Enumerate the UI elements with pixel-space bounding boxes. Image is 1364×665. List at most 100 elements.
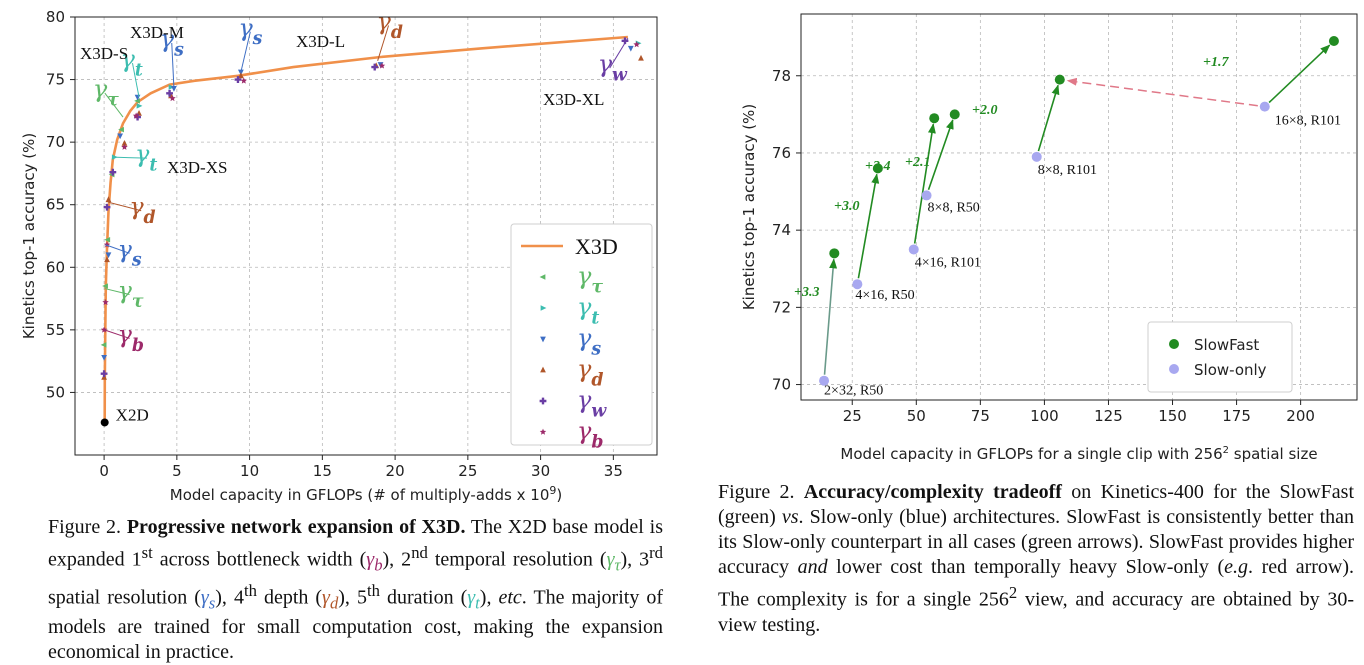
gain-arrow	[1037, 84, 1060, 152]
tick-label-x: 150	[1158, 407, 1187, 425]
annotation-t: γt	[135, 140, 157, 175]
legend-box	[1147, 321, 1293, 393]
data-point-b	[121, 143, 128, 150]
legend-label-t: γt	[577, 293, 599, 328]
data-point-b	[100, 326, 108, 333]
legend-label: SlowFast	[1194, 336, 1259, 354]
legend-marker-t	[540, 305, 547, 311]
gain-arrow	[927, 119, 954, 191]
tick-label-y: 72	[772, 298, 791, 316]
config-label: 4×16, R101	[915, 255, 981, 270]
tick-label-y: 74	[772, 221, 791, 239]
config-label: 8×8, R50	[928, 200, 980, 215]
data-point-d	[638, 54, 644, 61]
annotation-leader	[377, 25, 390, 61]
gain-label: +1.7	[1203, 55, 1229, 70]
data-point-s	[627, 45, 634, 52]
gain-label: +3.4	[865, 159, 890, 174]
config-label: 8×8, R101	[1038, 163, 1097, 178]
annotation-leader	[609, 38, 629, 69]
legend-marker-d	[540, 366, 546, 373]
y-axis-label: Kinetics top-1 accuracy (%)	[20, 133, 38, 339]
data-point-b	[633, 41, 640, 48]
slowfast-point	[949, 109, 960, 120]
slowonly-point	[921, 190, 932, 201]
model-label: X3D-S	[80, 44, 128, 63]
legend-marker	[1169, 364, 1179, 374]
data-point-d	[104, 256, 110, 263]
config-label: 4×16, R50	[855, 288, 914, 303]
gain-label: +3.0	[834, 199, 859, 214]
gain-arrow	[913, 123, 936, 244]
x2d-label: X2D	[116, 405, 149, 424]
data-point-w	[109, 168, 117, 176]
tick-label-y: 55	[46, 321, 65, 339]
data-point-t	[136, 103, 143, 109]
tick-label-y: 70	[46, 133, 65, 151]
data-point-s	[171, 85, 177, 92]
data-point-tau	[100, 342, 107, 348]
annotation-leader	[112, 156, 148, 159]
legend-label-w: γw	[577, 386, 607, 421]
data-point-s	[101, 355, 107, 361]
plot-frame	[800, 13, 1358, 401]
legend-box	[510, 223, 653, 446]
tick-label-x: 25	[843, 407, 862, 425]
data-point-w	[234, 76, 242, 83]
annotation-d: γd	[377, 8, 403, 43]
tick-label-x: 75	[971, 407, 990, 425]
data-point-d	[237, 72, 244, 79]
legend-label-tau: γτ	[577, 262, 603, 297]
x2d-base-point	[100, 418, 109, 427]
tick-label-y: 80	[46, 8, 65, 26]
x-axis-label: Model capacity in GFLOPs for a single cl…	[840, 445, 1317, 463]
gain-label: +3.3	[794, 285, 819, 300]
data-point-s	[105, 252, 112, 259]
slowfast-point	[1054, 74, 1065, 85]
tick-label-x: 175	[1222, 407, 1251, 425]
data-point-tau	[134, 98, 140, 104]
config-label: 16×8, R101	[1275, 114, 1341, 129]
tick-label-x: 50	[907, 407, 926, 425]
annotation-t: γt	[120, 45, 142, 80]
caption-label: Figure 2.	[718, 481, 795, 503]
data-point-w	[371, 63, 379, 71]
data-point-b	[169, 94, 176, 102]
tick-label-x: 100	[1030, 407, 1059, 425]
gain-arrow	[1268, 44, 1331, 104]
model-label: X3D-M	[130, 23, 184, 42]
slowonly-point	[819, 375, 830, 386]
tick-label-x: 5	[172, 462, 182, 480]
cost-arrow-red	[1066, 77, 1258, 107]
data-point-w	[621, 37, 629, 45]
tick-label-x: 125	[1094, 407, 1123, 425]
gain-arrow	[823, 258, 838, 375]
tick-label-y: 76	[772, 144, 791, 162]
legend-label: Slow-only	[1194, 361, 1267, 379]
legend-x3d-label: X3D	[575, 234, 618, 259]
tick-label-y: 65	[46, 196, 65, 214]
annotation-s: γs	[118, 235, 142, 270]
slowfast-point	[872, 163, 883, 174]
data-point-b	[132, 112, 140, 119]
tick-label-x: 25	[458, 462, 477, 480]
figure-right-slowfast-tradeoff: 25 50 75 100 125 150 175 200 70 72 74 76 78 2×32, R50…	[740, 13, 1358, 463]
legend-marker-w	[539, 397, 547, 405]
plot-frame	[74, 16, 658, 456]
model-label: X3D-XS	[167, 158, 227, 177]
model-label: X3D-L	[296, 32, 345, 51]
slowonly-point	[852, 279, 863, 290]
data-point-w	[166, 89, 173, 97]
x3d-curve	[103, 35, 629, 423]
config-label: 2×32, R50	[824, 384, 883, 399]
annotation-w: γw	[598, 50, 628, 85]
caption-title: Progressive network expansion of X3D.	[126, 516, 466, 538]
caption-left: Figure 2. Progressive network expansion …	[48, 516, 663, 664]
slowonly-point	[908, 244, 919, 255]
tick-label-x: 30	[531, 462, 550, 480]
annotation-leader	[108, 201, 142, 212]
gain-arrow	[857, 173, 880, 279]
data-point-d	[121, 139, 128, 146]
caption-right: Figure 2. Accuracy/complexity tradeoff o…	[718, 481, 1355, 636]
x-axis-label: Model capacity in GFLOPs (# of multiply-…	[170, 484, 562, 504]
